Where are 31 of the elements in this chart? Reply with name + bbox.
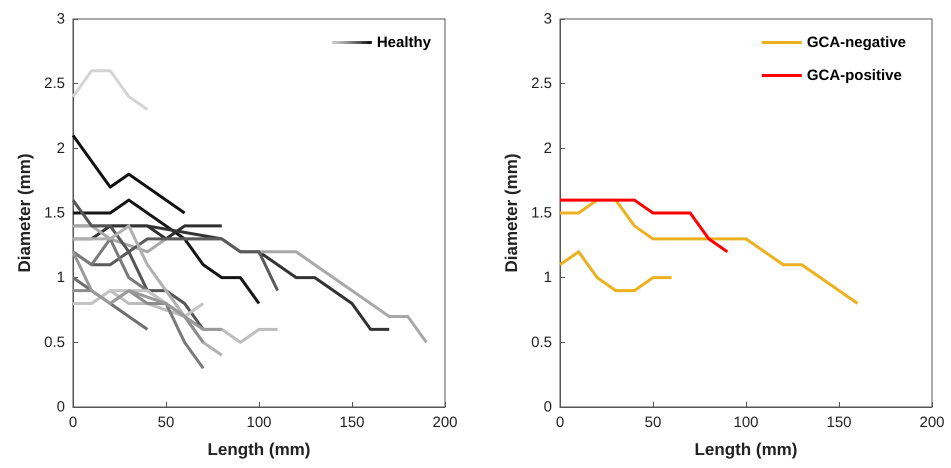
legend-label: GCA-negative [806, 34, 906, 51]
y-tick-label: 3 [544, 10, 552, 28]
y-tick-label: 0 [56, 398, 65, 416]
legend-label: GCA-positive [806, 67, 902, 84]
x-tick-label: 50 [644, 414, 662, 431]
x-axis-title: Length (mm) [694, 440, 798, 459]
y-tick-label: 0.5 [44, 334, 65, 351]
x-tick-label: 50 [158, 414, 174, 431]
x-tick-label: 100 [733, 414, 759, 431]
y-axis-title: Diameter (mm) [502, 153, 521, 273]
y-tick-label: 2 [544, 140, 552, 157]
y-tick-label: 2 [56, 140, 65, 157]
x-tick-label: 200 [432, 414, 458, 431]
y-axis-title: Diameter (mm) [15, 153, 34, 273]
y-tick-label: 1.5 [531, 204, 552, 222]
x-tick-label: 150 [339, 414, 365, 431]
x-tick-label: 200 [919, 414, 945, 431]
y-tick-label: 1.5 [44, 204, 65, 222]
y-tick-label: 0.5 [531, 334, 552, 351]
y-tick-label: 1 [544, 269, 552, 286]
y-tick-label: 2.5 [44, 75, 65, 92]
x-tick-label: 0 [556, 414, 564, 431]
x-tick-label: 150 [826, 414, 852, 431]
x-tick-label: 0 [68, 414, 78, 431]
x-axis-title: Length (mm) [208, 440, 310, 459]
legend-label: Healthy [376, 34, 432, 51]
y-tick-label: 0 [544, 398, 552, 416]
x-tick-label: 100 [246, 414, 272, 431]
y-tick-label: 1 [56, 269, 65, 286]
y-tick-label: 3 [56, 10, 65, 28]
y-tick-label: 2.5 [531, 75, 552, 92]
